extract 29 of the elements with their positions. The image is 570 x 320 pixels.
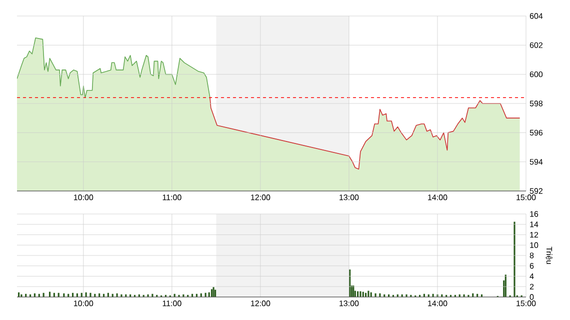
y-tick-label: 6: [530, 263, 534, 269]
x-tick-label: 13:00: [340, 194, 359, 200]
y-tick-label: 2: [530, 284, 534, 290]
y-tick-label: 16: [530, 211, 538, 217]
y-tick-label: 0: [530, 294, 534, 300]
y-tick-label: 4: [530, 273, 534, 279]
x-tick-label: 14:00: [428, 300, 448, 306]
x-tick-label: 12:00: [251, 194, 270, 200]
y-tick-label: 598: [530, 100, 543, 106]
y-tick-label: 12: [530, 232, 538, 238]
y-tick-label: 14: [530, 222, 538, 228]
x-tick-label: 10:00: [74, 194, 94, 200]
y-tick-label: 602: [530, 42, 542, 48]
x-tick-label: 11:00: [162, 194, 182, 200]
x-tick-label: 13:00: [340, 300, 359, 306]
x-tick-label: 12:00: [251, 300, 270, 306]
y-tick-label: 594: [530, 158, 543, 165]
x-tick-label: 10:00: [74, 300, 94, 306]
y-tick-label: 8: [530, 252, 534, 258]
y-tick-label: 596: [530, 130, 543, 136]
y-tick-label: 10: [530, 242, 538, 248]
x-tick-label: 11:00: [162, 300, 182, 306]
x-tick-label: 14:00: [428, 194, 448, 200]
y-tick-label: 600: [530, 71, 543, 78]
y-axis-title: Triệu: [545, 246, 552, 264]
y-tick-label: 604: [530, 13, 543, 19]
x-tick-label: 15:00: [516, 300, 536, 306]
x-tick-label: 15:00: [516, 194, 536, 200]
y-tick-label: 592: [530, 188, 542, 194]
